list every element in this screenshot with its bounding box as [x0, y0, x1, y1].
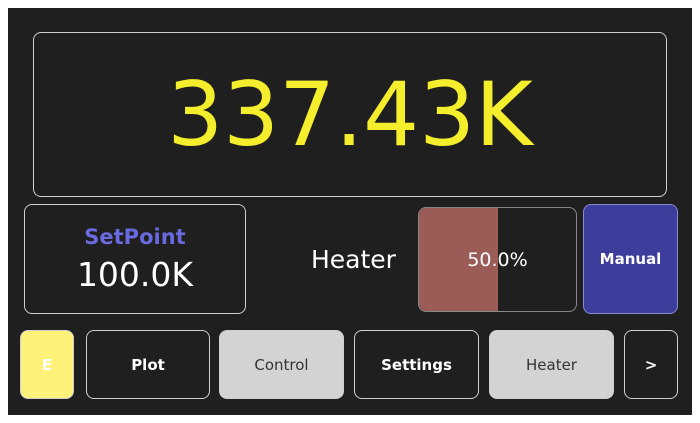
nav-button[interactable]: Heater: [489, 330, 614, 399]
setpoint-box[interactable]: SetPoint 100.0K: [24, 204, 246, 314]
heater-fill: [419, 208, 498, 311]
setpoint-value: 100.0K: [76, 254, 194, 294]
heater-bar: 50.0%: [418, 207, 577, 312]
nav-button[interactable]: >: [624, 330, 678, 399]
temperature: 337.43K: [167, 63, 533, 166]
heater-output-label: 50.0%: [467, 248, 528, 271]
temperature-display: 337.43K: [33, 32, 667, 197]
nav-button[interactable]: Plot: [86, 330, 210, 399]
nav-button[interactable]: Control: [219, 330, 344, 399]
nav-button[interactable]: Settings: [354, 330, 479, 399]
heater-label: Heater: [311, 245, 396, 274]
nav-button[interactable]: E: [20, 330, 74, 399]
screen: 337.43K SetPoint 100.0K Heater 50.0% Man…: [8, 8, 692, 415]
manual-button[interactable]: Manual: [583, 204, 678, 314]
setpoint-title: SetPoint: [84, 224, 186, 249]
